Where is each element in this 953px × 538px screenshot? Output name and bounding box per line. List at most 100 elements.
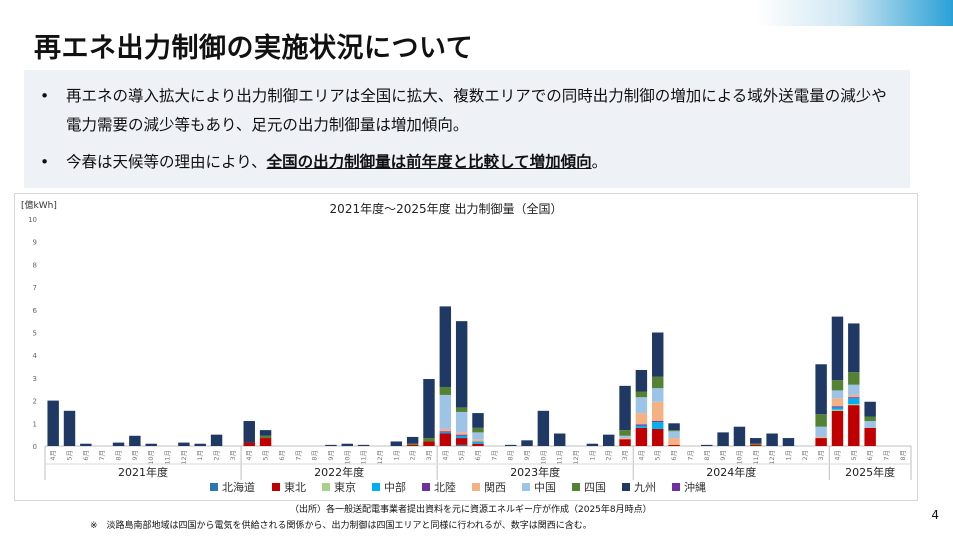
x-tick-label: 1月 [196, 450, 204, 461]
bar-segment-東北 [635, 427, 648, 446]
bar-segment-北陸 [831, 406, 844, 408]
bar-segment-九州 [63, 410, 76, 446]
x-tick-label: 1月 [392, 450, 400, 461]
x-tick-label: 5月 [458, 450, 466, 461]
bar-segment-北海道 [455, 444, 468, 446]
bar-segment-九州 [178, 442, 190, 446]
x-tick-label: 9月 [719, 450, 727, 461]
x-tick-label: 8月 [115, 450, 123, 461]
y-tick-label: 1 [33, 420, 37, 428]
bar-segment-九州 [864, 401, 876, 417]
fiscal-year-label: 2022年度 [314, 465, 364, 479]
x-tick-label: 12月 [376, 450, 384, 465]
bar-segment-九州 [259, 430, 272, 436]
bar-segment-九州 [782, 438, 795, 446]
bullet-2-emphasis: 全国の出力制御量は前年度と比較して増加傾向 [266, 153, 592, 171]
x-tick-label: 4月 [49, 450, 57, 461]
y-tick-label: 10 [28, 216, 37, 224]
x-tick-label: 6月 [82, 450, 90, 461]
legend-swatch-関西 [472, 483, 480, 491]
bar-segment-東北 [423, 441, 435, 446]
legend-label-九州: 九州 [634, 481, 656, 494]
bar-segment-中国 [439, 394, 452, 429]
bar-segment-東京 [831, 409, 844, 411]
x-tick-label: 4月 [833, 450, 841, 461]
bar-segment-東北 [455, 438, 468, 445]
bar-segment-九州 [504, 444, 517, 446]
legend-swatch-中国 [522, 483, 530, 491]
x-tick-label: 6月 [670, 450, 678, 461]
legend-label-沖縄: 沖縄 [684, 480, 706, 494]
x-tick-label: 2月 [409, 450, 417, 461]
bar-segment-四国 [439, 386, 452, 395]
x-tick-label: 4月 [637, 450, 645, 461]
bar-segment-四国 [472, 427, 484, 433]
y-tick-label: 3 [33, 375, 37, 383]
bar-segment-四国 [455, 407, 468, 412]
legend-label-北海道: 北海道 [222, 480, 255, 494]
bar-segment-中国 [635, 397, 648, 414]
curtailment-chart: 2021年度〜2025年度 出力制御量（全国） [億kWh] 0 1 2 3 4 5 6 7 8 9 1… [21, 199, 912, 494]
x-tick-label: 7月 [686, 450, 694, 461]
y-tick-label: 8 [33, 261, 37, 269]
bar-segment-四国 [831, 380, 844, 391]
bar-segment-九州 [390, 441, 403, 446]
bar-segment-九州 [423, 379, 435, 439]
bar-segment-九州 [406, 436, 419, 444]
x-tick-label: 11月 [164, 450, 172, 465]
bar-segment-九州 [619, 385, 631, 431]
bar-segment-中国 [619, 435, 631, 439]
bullet-1-text: 再エネの導入拡大により出力制御エリアは全国に拡大、複数エリアでの同時出力制御の増… [66, 87, 887, 134]
bar-segment-九州 [586, 443, 599, 446]
bar-segment-東北 [406, 444, 419, 446]
x-tick-label: 11月 [556, 450, 564, 465]
bar-segment-中国 [652, 388, 664, 402]
bar-segment-東北 [259, 438, 272, 446]
x-tick-label: 7月 [490, 450, 498, 461]
source-note: （出所）各一般送配電事業者提出資料を元に資源エネルギー庁が作成（2025年8月時… [290, 505, 652, 515]
y-tick-label: 9 [33, 239, 37, 247]
bar-segment-北陸 [635, 424, 648, 426]
legend-swatch-中部 [372, 483, 380, 491]
bar-segment-関西 [439, 428, 452, 432]
bar-segment-北陸 [439, 431, 452, 433]
bar-segment-九州 [537, 410, 550, 446]
x-tick-label: 4月 [441, 450, 449, 461]
x-tick-label: 1月 [588, 450, 596, 461]
x-tick-label: 2月 [213, 450, 221, 461]
bar-segment-関西 [652, 401, 664, 422]
x-tick-label: 5月 [654, 450, 662, 461]
bar-segment-四国 [406, 443, 419, 445]
bar-segment-九州 [472, 413, 484, 428]
bar-segment-九州 [194, 443, 206, 446]
bar-segment-東北 [668, 444, 680, 446]
x-tick-label: 4月 [245, 450, 253, 461]
x-tick-label: 12月 [768, 450, 776, 465]
x-tick-label: 8月 [703, 450, 711, 461]
bullet-2-lead: 今春は天候等の理由により、 [66, 153, 267, 171]
legend-label-北陸: 北陸 [434, 481, 456, 494]
legend-swatch-北陸 [422, 483, 430, 491]
bar-segment-九州 [325, 444, 337, 446]
bar-segment-北陸 [652, 421, 664, 423]
page-number: 4 [931, 508, 939, 522]
chart-title: 2021年度〜2025年度 出力制御量（全国） [330, 201, 563, 216]
bar-segment-四国 [668, 430, 680, 432]
y-tick-label: 0 [33, 443, 37, 451]
bar-segment-中部 [472, 441, 484, 444]
bar-segment-四国 [750, 443, 762, 445]
bar-segment-東北 [619, 439, 631, 446]
bar-segment-九州 [602, 434, 615, 446]
x-tick-label: 12月 [572, 450, 580, 465]
page-title: 再エネ出力制御の実施状況について [34, 33, 474, 64]
y-axis-label: [億kWh] [21, 199, 57, 211]
bar-segment-四国 [619, 430, 631, 436]
legend-swatch-四国 [572, 483, 580, 491]
x-tick-label: 11月 [752, 450, 760, 465]
bar-segment-中国 [455, 411, 468, 433]
bar-segment-九州 [717, 432, 729, 446]
x-tick-label: 11月 [360, 450, 368, 465]
bar-segment-東北 [472, 443, 484, 446]
x-tick-label: 3月 [229, 450, 237, 461]
x-tick-label: 10月 [539, 450, 547, 465]
